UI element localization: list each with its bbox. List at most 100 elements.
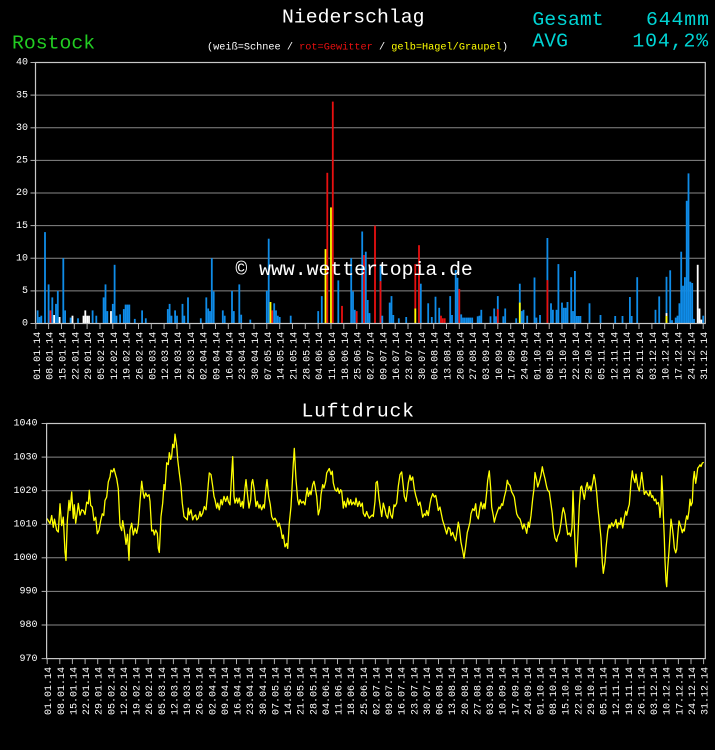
- svg-text:25.06.14: 25.06.14: [354, 332, 365, 380]
- svg-text:28.05.14: 28.05.14: [302, 332, 313, 380]
- svg-text:23.07.14: 23.07.14: [405, 332, 416, 380]
- svg-text:0: 0: [22, 319, 28, 330]
- svg-text:29.01.14: 29.01.14: [84, 332, 95, 380]
- svg-text:16.04.14: 16.04.14: [234, 667, 245, 715]
- svg-text:23.04.14: 23.04.14: [238, 332, 249, 380]
- svg-text:31.12.14: 31.12.14: [700, 332, 711, 380]
- svg-text:26.03.14: 26.03.14: [196, 667, 207, 715]
- svg-text:17.12.14: 17.12.14: [675, 667, 686, 715]
- svg-text:01.10.14: 01.10.14: [537, 667, 548, 715]
- svg-text:10.12.14: 10.12.14: [662, 332, 673, 380]
- svg-text:22.10.14: 22.10.14: [572, 332, 583, 380]
- svg-text:21.05.14: 21.05.14: [290, 332, 301, 380]
- svg-text:12.11.14: 12.11.14: [612, 667, 623, 715]
- svg-text:19.02.14: 19.02.14: [123, 332, 134, 380]
- svg-text:30.04.14: 30.04.14: [251, 332, 262, 380]
- svg-text:25: 25: [16, 156, 28, 167]
- svg-text:06.08.14: 06.08.14: [436, 667, 447, 715]
- svg-text:18.06.14: 18.06.14: [347, 667, 358, 715]
- svg-text:04.06.14: 04.06.14: [322, 667, 333, 715]
- svg-text:07.05.14: 07.05.14: [271, 667, 282, 715]
- svg-text:03.09.14: 03.09.14: [486, 667, 497, 715]
- svg-text:15.01.14: 15.01.14: [59, 332, 70, 380]
- svg-text:05.03.14: 05.03.14: [158, 667, 169, 715]
- svg-text:12.03.14: 12.03.14: [170, 667, 181, 715]
- svg-text:22.10.14: 22.10.14: [574, 667, 585, 715]
- svg-text:29.10.14: 29.10.14: [587, 667, 598, 715]
- svg-text:05.11.14: 05.11.14: [600, 667, 611, 715]
- svg-text:30.07.14: 30.07.14: [423, 667, 434, 715]
- svg-text:09.04.14: 09.04.14: [213, 332, 224, 380]
- svg-text:26.02.14: 26.02.14: [136, 332, 147, 380]
- svg-text:14.05.14: 14.05.14: [284, 667, 295, 715]
- svg-text:26.11.14: 26.11.14: [638, 667, 649, 715]
- svg-text:01.10.14: 01.10.14: [533, 332, 544, 380]
- svg-text:20: 20: [16, 188, 28, 199]
- svg-text:02.04.14: 02.04.14: [208, 667, 219, 715]
- svg-text:23.07.14: 23.07.14: [410, 667, 421, 715]
- svg-text:24.09.14: 24.09.14: [524, 667, 535, 715]
- svg-text:08.01.14: 08.01.14: [46, 332, 57, 380]
- svg-text:21.05.14: 21.05.14: [297, 667, 308, 715]
- svg-text:40: 40: [16, 58, 28, 69]
- svg-text:Gesamt: Gesamt: [532, 9, 603, 31]
- svg-text:16.07.14: 16.07.14: [392, 332, 403, 380]
- svg-text:08.10.14: 08.10.14: [549, 667, 560, 715]
- svg-text:Rostock: Rostock: [12, 33, 95, 55]
- svg-text:16.07.14: 16.07.14: [398, 667, 409, 715]
- svg-text:AVG: AVG: [532, 31, 568, 53]
- svg-text:17.09.14: 17.09.14: [511, 667, 522, 715]
- svg-text:19.03.14: 19.03.14: [183, 667, 194, 715]
- svg-text:05.03.14: 05.03.14: [148, 332, 159, 380]
- svg-text:29.10.14: 29.10.14: [585, 332, 596, 380]
- svg-text:02.04.14: 02.04.14: [200, 332, 211, 380]
- svg-text:30.04.14: 30.04.14: [259, 667, 270, 715]
- svg-text:25.06.14: 25.06.14: [360, 667, 371, 715]
- svg-text:19.11.14: 19.11.14: [625, 667, 636, 715]
- svg-text:22.01.14: 22.01.14: [82, 667, 93, 715]
- svg-text:20.08.14: 20.08.14: [461, 667, 472, 715]
- svg-text:10.12.14: 10.12.14: [663, 667, 674, 715]
- svg-text:Niederschlag: Niederschlag: [282, 7, 424, 29]
- svg-text:644mm: 644mm: [646, 9, 710, 31]
- svg-text:Luftdruck: Luftdruck: [302, 401, 415, 423]
- svg-text:11.06.14: 11.06.14: [328, 332, 339, 380]
- svg-text:1030: 1030: [13, 452, 37, 463]
- svg-text:01.01.14: 01.01.14: [44, 667, 55, 715]
- svg-text:13.08.14: 13.08.14: [444, 332, 455, 380]
- svg-text:104,2%: 104,2%: [632, 31, 709, 53]
- svg-text:12.03.14: 12.03.14: [161, 332, 172, 380]
- svg-text:10: 10: [16, 253, 28, 264]
- svg-text:19.03.14: 19.03.14: [174, 332, 185, 380]
- svg-text:31.12.14: 31.12.14: [701, 667, 712, 715]
- svg-text:1020: 1020: [13, 486, 37, 497]
- svg-text:24.12.14: 24.12.14: [688, 667, 699, 715]
- svg-text:970: 970: [19, 654, 37, 665]
- svg-text:22.01.14: 22.01.14: [71, 332, 82, 380]
- svg-text:26.02.14: 26.02.14: [145, 667, 156, 715]
- svg-text:10.09.14: 10.09.14: [495, 332, 506, 380]
- svg-text:17.12.14: 17.12.14: [675, 332, 686, 380]
- svg-text:26.11.14: 26.11.14: [636, 332, 647, 380]
- svg-text:24.09.14: 24.09.14: [521, 332, 532, 380]
- svg-text:20.08.14: 20.08.14: [456, 332, 467, 380]
- svg-text:15.01.14: 15.01.14: [69, 667, 80, 715]
- svg-text:02.07.14: 02.07.14: [367, 332, 378, 380]
- svg-text:29.01.14: 29.01.14: [95, 667, 106, 715]
- svg-text:27.08.14: 27.08.14: [473, 667, 484, 715]
- svg-text:27.08.14: 27.08.14: [469, 332, 480, 380]
- svg-text:15: 15: [16, 221, 28, 232]
- svg-text:08.10.14: 08.10.14: [546, 332, 557, 380]
- svg-text:03.09.14: 03.09.14: [482, 332, 493, 380]
- svg-text:08.01.14: 08.01.14: [57, 667, 68, 715]
- svg-text:980: 980: [19, 620, 37, 631]
- svg-text:30.07.14: 30.07.14: [418, 332, 429, 380]
- svg-text:23.04.14: 23.04.14: [246, 667, 257, 715]
- svg-text:17.09.14: 17.09.14: [508, 332, 519, 380]
- svg-text:07.05.14: 07.05.14: [264, 332, 275, 380]
- svg-text:(weiß=Schnee / rot=Gewitter /: (weiß=Schnee / rot=Gewitter / gelb=Hagel…: [207, 42, 508, 54]
- svg-text:19.11.14: 19.11.14: [623, 332, 634, 380]
- svg-text:12.02.14: 12.02.14: [120, 667, 131, 715]
- svg-text:09.07.14: 09.07.14: [385, 667, 396, 715]
- svg-text:30: 30: [16, 123, 28, 134]
